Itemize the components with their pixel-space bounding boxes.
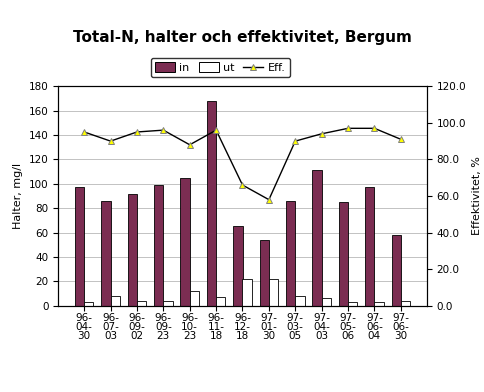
Y-axis label: Halter, mg/l: Halter, mg/l	[13, 163, 23, 229]
Bar	[101, 201, 110, 306]
Bar	[242, 279, 251, 306]
Bar	[374, 302, 383, 306]
Bar	[136, 301, 146, 306]
Bar	[127, 194, 136, 306]
Bar	[180, 178, 189, 306]
Bar	[110, 296, 120, 306]
Bar	[233, 227, 242, 306]
Bar	[348, 302, 357, 306]
Bar	[364, 187, 374, 306]
Bar	[163, 301, 172, 306]
Bar	[400, 301, 409, 306]
Bar	[286, 201, 295, 306]
Bar	[321, 298, 330, 306]
Bar	[84, 302, 93, 306]
Bar	[259, 240, 268, 306]
Title: Total-N, halter och effektivitet, Bergum: Total-N, halter och effektivitet, Bergum	[73, 30, 411, 45]
Bar	[268, 279, 277, 306]
Y-axis label: Effektivitet, %: Effektivitet, %	[471, 156, 481, 236]
Bar	[75, 187, 84, 306]
Bar	[295, 296, 304, 306]
Bar	[207, 101, 216, 306]
Bar	[338, 202, 348, 306]
Bar	[189, 291, 198, 306]
Legend: in, ut, Eff.: in, ut, Eff.	[150, 58, 289, 78]
Bar	[312, 171, 321, 306]
Bar	[216, 297, 225, 306]
Bar	[391, 235, 400, 306]
Bar	[154, 185, 163, 306]
